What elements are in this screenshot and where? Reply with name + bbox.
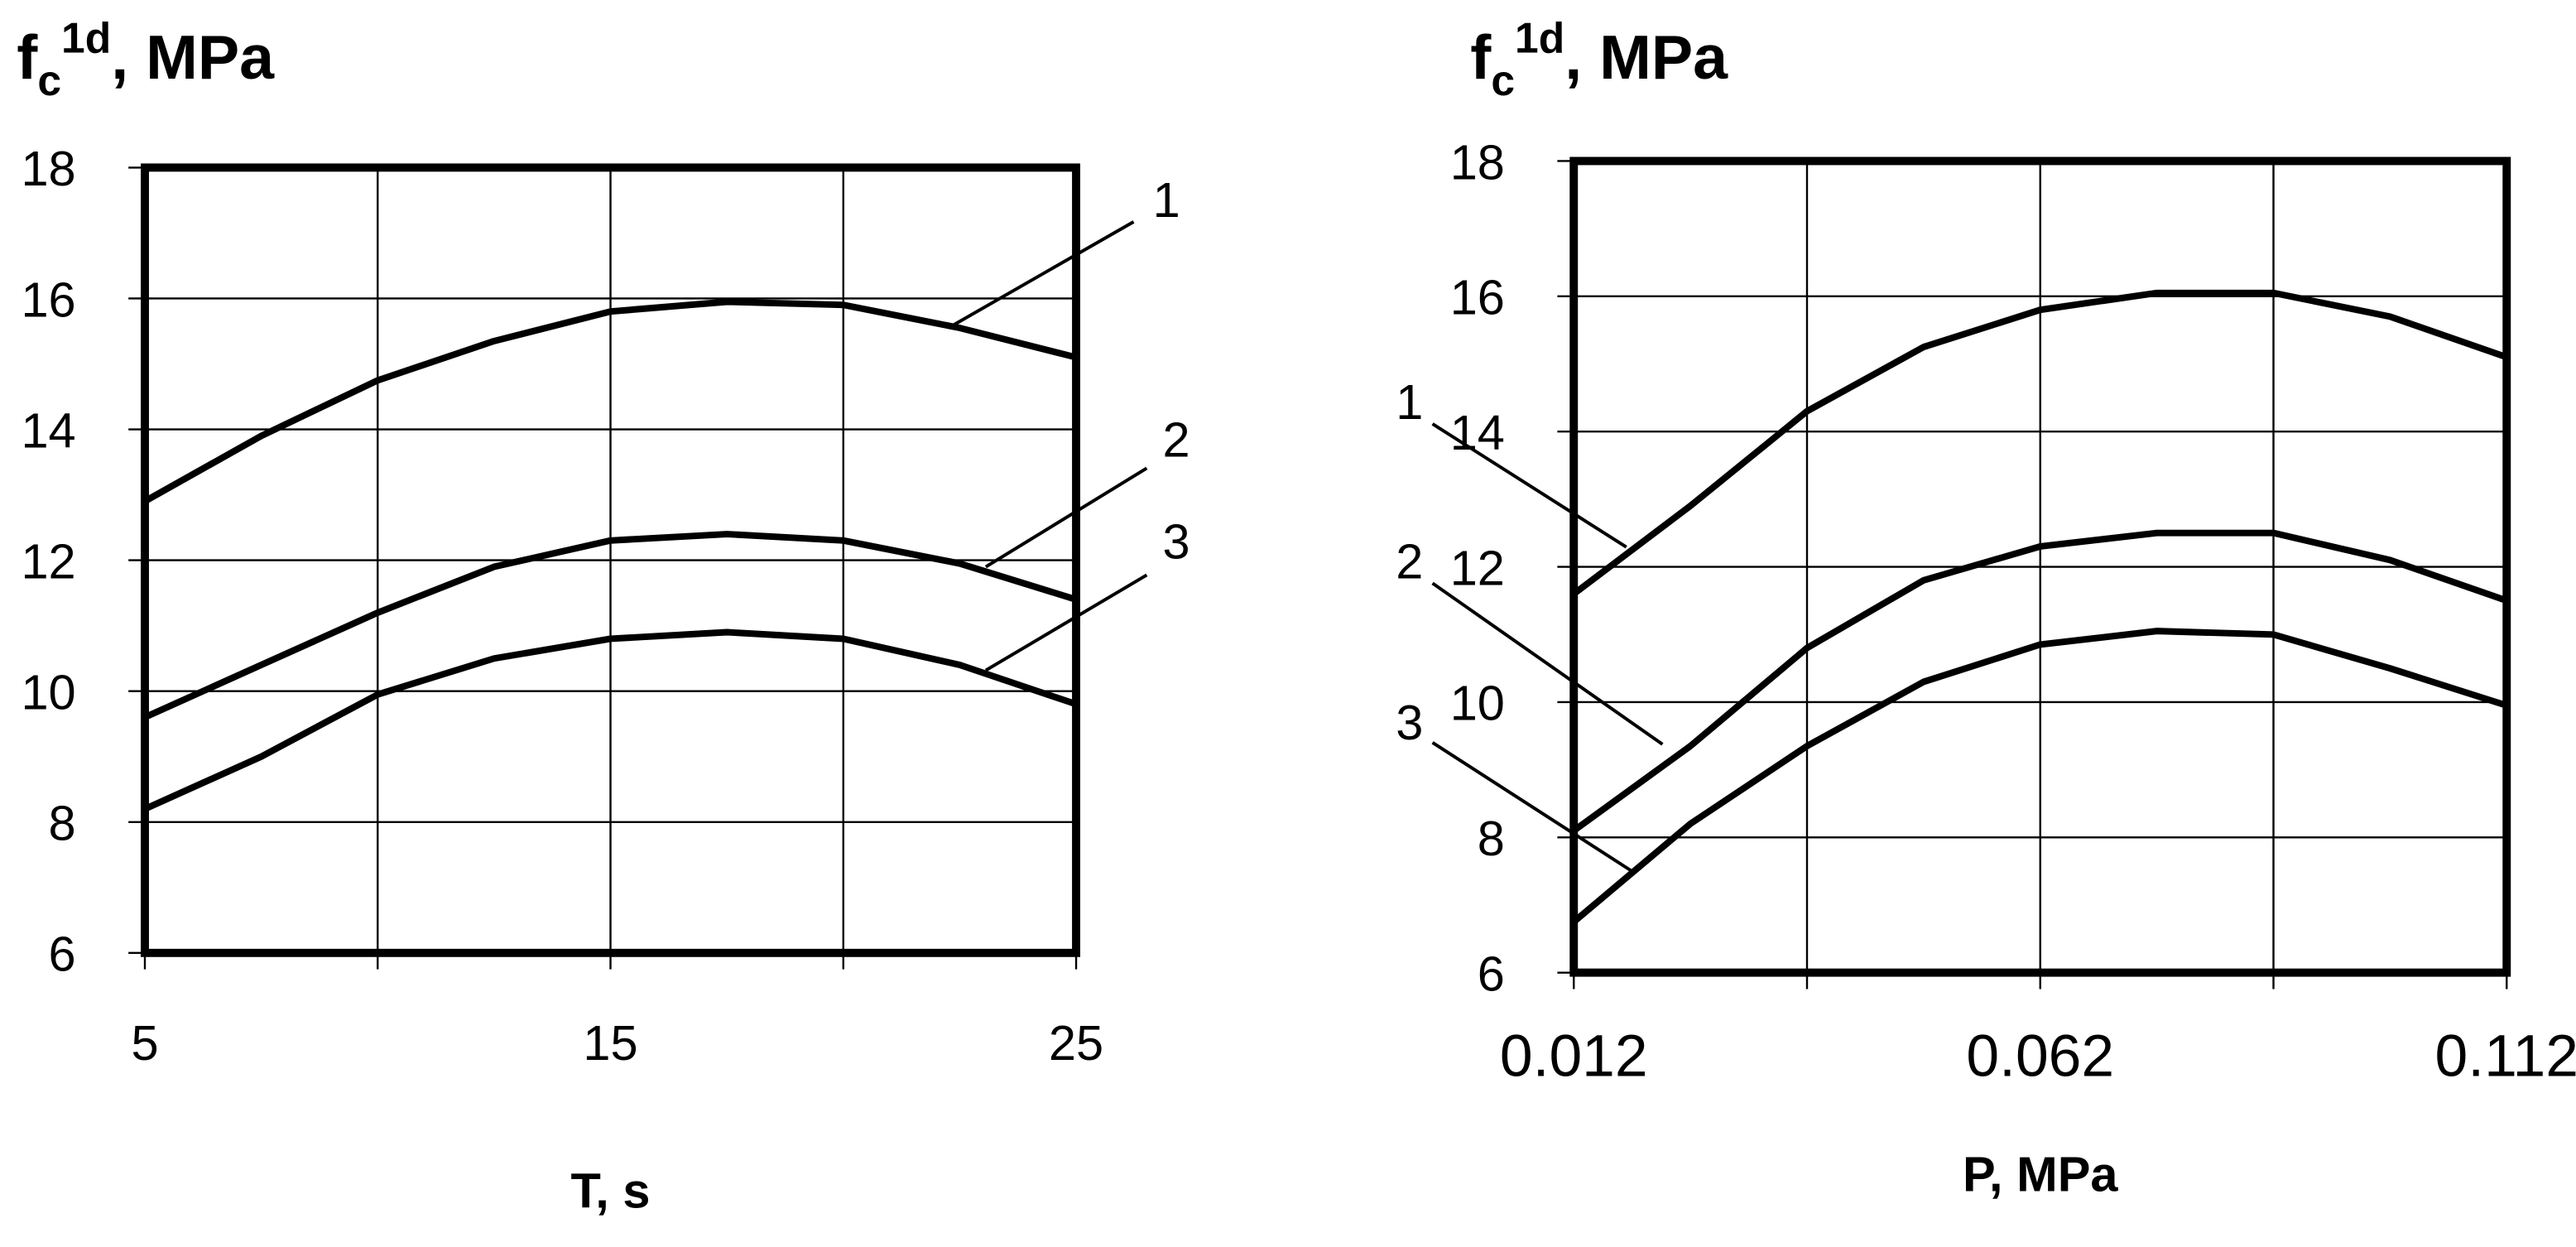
y-tick-label: 10 [1450, 676, 1505, 731]
y-tick-label: 12 [1450, 540, 1505, 595]
y-tick-label: 16 [21, 272, 75, 327]
series-label: 1 [1396, 374, 1423, 430]
y-tick-label: 12 [21, 533, 75, 589]
y-tick-label: 6 [49, 927, 76, 982]
plot-frame [1569, 156, 2511, 977]
x-axis-title: T, s [571, 1163, 651, 1218]
series-label: 3 [1163, 514, 1190, 570]
y-tick-label: 10 [21, 665, 75, 720]
title-sub: c [1491, 56, 1515, 104]
x-axis-title: P, MPa [1963, 1147, 2118, 1202]
leader-line [1431, 741, 1632, 873]
series-line [1571, 529, 2508, 834]
series-line [143, 298, 1078, 504]
title-base: f [1470, 22, 1492, 92]
series-line [1571, 289, 2508, 597]
series-label: 3 [1396, 695, 1423, 750]
series-line [1571, 628, 2508, 925]
y-axis-title: fc1d, MPa [1470, 13, 1728, 104]
title-sup: 1d [61, 13, 111, 61]
y-tick-label: 8 [1478, 811, 1505, 866]
leader-line [984, 573, 1148, 672]
x-tick-label: 0.062 [1966, 1023, 2114, 1090]
title-unit: , MPa [111, 22, 275, 92]
y-axis-title: fc1d, MPa [17, 13, 275, 104]
series-label: 2 [1396, 533, 1423, 589]
plot-frame [141, 163, 1080, 957]
y-tick-label: 18 [1450, 134, 1505, 190]
x-tick-label: 0.112 [2435, 1023, 2576, 1090]
x-tick-label: 25 [1049, 1015, 1103, 1071]
title-sub: c [37, 56, 61, 104]
title-sup: 1d [1515, 13, 1564, 61]
leader-line [984, 466, 1148, 569]
x-tick-label: 0.012 [1500, 1023, 1648, 1090]
y-tick-label: 14 [21, 402, 75, 458]
leader-line [1431, 581, 1664, 746]
series-label: 1 [1153, 172, 1180, 228]
series-line [143, 628, 1078, 812]
series-label: 2 [1163, 412, 1190, 468]
x-tick-label: 5 [131, 1015, 158, 1071]
y-tick-label: 18 [21, 141, 75, 196]
series-line [143, 531, 1078, 720]
title-unit: , MPa [1564, 22, 1728, 92]
y-tick-label: 16 [1450, 270, 1505, 325]
title-base: f [17, 22, 38, 92]
y-tick-label: 8 [49, 796, 76, 851]
leader-line [952, 220, 1135, 327]
leader-line [1431, 422, 1627, 549]
y-tick-label: 6 [1478, 946, 1505, 1001]
x-tick-label: 15 [583, 1015, 637, 1071]
